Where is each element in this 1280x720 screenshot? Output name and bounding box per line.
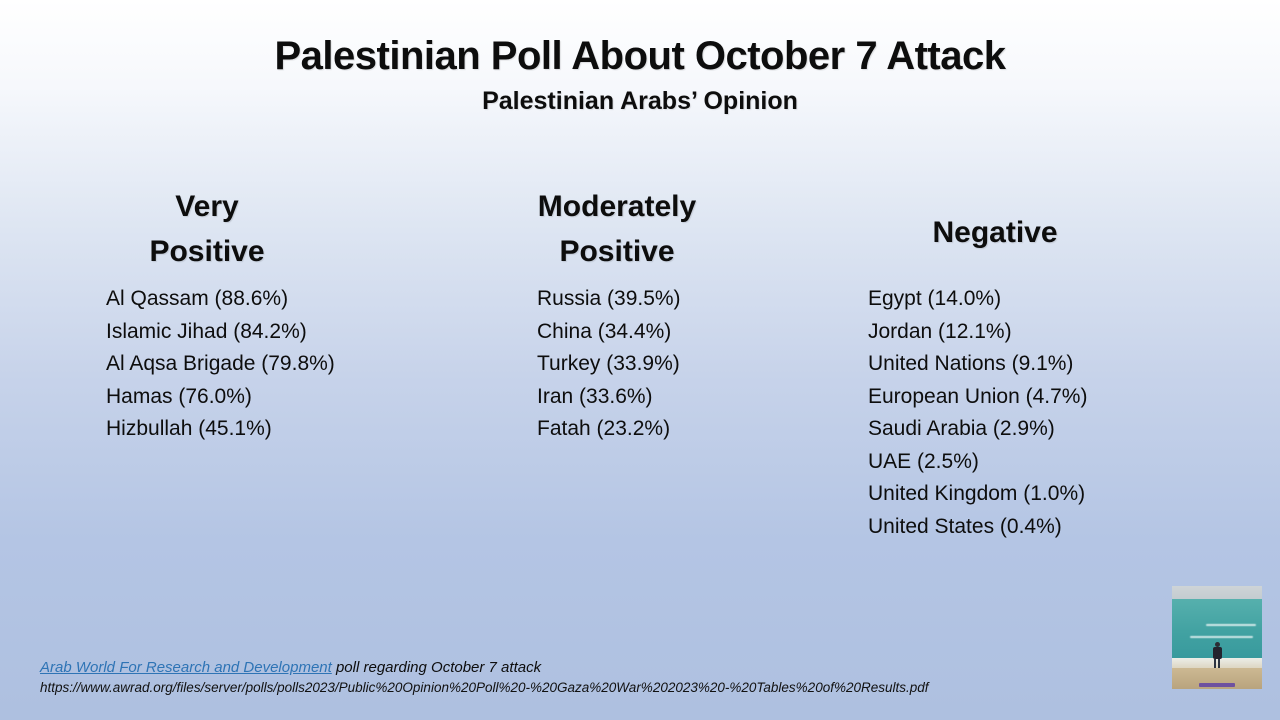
list-item: Al Aqsa Brigade (79.8%): [106, 352, 335, 375]
photo-sky: [1172, 586, 1262, 600]
source-citation: Arab World For Research and Development …: [40, 657, 929, 697]
list-very-positive: Al Qassam (88.6%) Islamic Jihad (84.2%) …: [106, 283, 335, 446]
source-line-rest: poll regarding October 7 attack: [331, 659, 542, 676]
person-torso: [1212, 646, 1222, 659]
header-line: Moderately: [537, 190, 697, 223]
header-line: Very: [175, 190, 239, 223]
page-title: Palestinian Poll About October 7 Attack: [274, 34, 1006, 78]
list-item: United Nations (9.1%): [868, 352, 1074, 375]
page-subtitle: Palestinian Arabs’ Opinion: [482, 87, 798, 115]
person-legs: [1212, 658, 1223, 668]
source-url: https://www.awrad.org/files/server/polls…: [40, 680, 929, 695]
header-line: Negative: [932, 216, 1058, 249]
list-item: Russia (39.5%): [537, 287, 681, 310]
list-item: United States (0.4%): [868, 514, 1062, 538]
photo-wave: [1206, 624, 1256, 627]
list-item: Islamic Jihad (84.2%): [106, 319, 307, 343]
person-head: [1214, 641, 1220, 647]
list-item: Saudi Arabia (2.9%): [868, 417, 1055, 440]
person-silhouette: [1212, 641, 1223, 669]
photo-sand: [1172, 668, 1262, 689]
column-header-very-positive: Very Positive: [106, 184, 308, 274]
photo-surf: [1172, 658, 1262, 669]
list-item: Jordan (12.1%): [868, 319, 1012, 343]
beach-photo: [1172, 586, 1262, 689]
list-item: Egypt (14.0%): [868, 287, 1002, 310]
list-item: European Union (4.7%): [868, 384, 1088, 408]
photo-wave: [1190, 635, 1253, 638]
list-item: Al Qassam (88.6%): [106, 287, 289, 310]
list-item: Fatah (23.2%): [537, 417, 671, 440]
header-line: Positive: [559, 235, 675, 268]
list-item: Hizbullah (45.1%): [106, 417, 272, 440]
list-item: China (34.4%): [537, 319, 672, 343]
source-link[interactable]: Arab World For Research and Development: [40, 659, 332, 676]
photo-watermark: [1199, 683, 1235, 688]
list-item: United Kingdom (1.0%): [868, 482, 1086, 505]
list-item: Turkey (33.9%): [537, 352, 680, 375]
list-item: UAE (2.5%): [868, 449, 979, 473]
column-header-moderately-positive: Moderately Positive: [537, 184, 697, 274]
header-line: Positive: [149, 235, 265, 268]
list-item: Iran (33.6%): [537, 384, 653, 408]
column-header-negative: Negative: [868, 210, 1122, 255]
list-negative: Egypt (14.0%) Jordan (12.1%) United Nati…: [868, 283, 1087, 543]
source-line: Arab World For Research and Development …: [40, 657, 929, 678]
list-item: Hamas (76.0%): [106, 384, 252, 408]
list-moderately-positive: Russia (39.5%) China (34.4%) Turkey (33.…: [537, 283, 681, 446]
